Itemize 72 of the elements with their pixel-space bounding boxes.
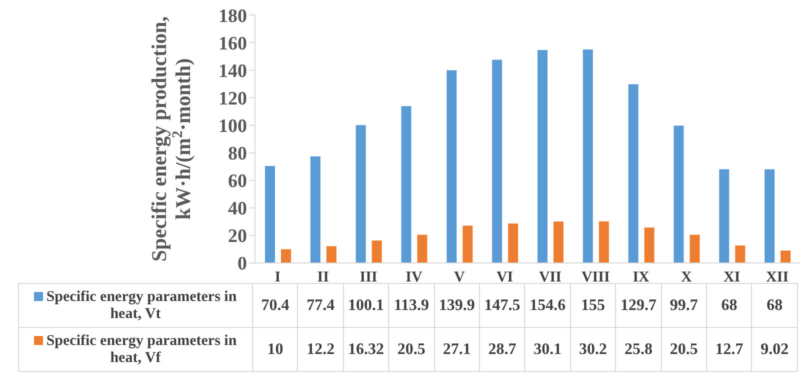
data-label: 12.2 bbox=[298, 328, 344, 372]
x-tick-label: VIII bbox=[581, 270, 610, 286]
bar bbox=[264, 166, 275, 263]
data-label: 155 bbox=[581, 296, 606, 314]
data-label: 129.7 bbox=[620, 296, 656, 314]
y-tick-label: 140 bbox=[218, 60, 247, 82]
data-label: 68 bbox=[766, 296, 783, 314]
legend-label: Specific energy parameters in heat, Vt bbox=[46, 288, 237, 322]
bar bbox=[280, 249, 291, 263]
x-tick-label: V bbox=[454, 270, 465, 286]
y-tick-label: 20 bbox=[228, 226, 247, 248]
bar bbox=[310, 156, 320, 263]
bar bbox=[719, 169, 730, 263]
data-label: 30.2 bbox=[570, 328, 616, 372]
data-label: 154.6 bbox=[530, 296, 566, 314]
legend-label: Specific energy parameters in heat, Vf bbox=[46, 332, 237, 366]
y-tick-label: 60 bbox=[228, 171, 247, 192]
y-tick-label: 120 bbox=[218, 88, 247, 110]
bar bbox=[401, 106, 412, 263]
bar bbox=[462, 226, 473, 263]
bar bbox=[326, 246, 336, 263]
data-label: 30.1 bbox=[524, 328, 570, 372]
bar bbox=[356, 125, 366, 263]
data-label: 113.9 bbox=[394, 296, 429, 314]
y-tick-label: 40 bbox=[228, 198, 247, 220]
bar bbox=[690, 234, 700, 263]
bar bbox=[598, 221, 609, 263]
x-tick-label: XII bbox=[766, 270, 789, 286]
data-label: 68 bbox=[721, 296, 738, 314]
bar bbox=[628, 84, 638, 263]
bar bbox=[446, 70, 457, 263]
x-tick-label: IV bbox=[406, 270, 422, 286]
data-label: 12.7 bbox=[706, 328, 752, 372]
bar bbox=[553, 222, 564, 263]
data-label: 100.1 bbox=[348, 296, 384, 314]
data-label: 99.7 bbox=[670, 296, 698, 314]
y-tick-label: 100 bbox=[218, 116, 247, 137]
data-label: 28.7 bbox=[480, 328, 525, 372]
bar bbox=[508, 223, 518, 263]
bar bbox=[537, 50, 548, 263]
data-label: 10 bbox=[252, 328, 298, 372]
x-tick-label: XI bbox=[724, 270, 740, 286]
data-label: 20.5 bbox=[388, 328, 434, 372]
y-tick-label: 160 bbox=[218, 33, 247, 54]
data-label: 9.02 bbox=[752, 328, 798, 372]
data-label: 77.4 bbox=[306, 296, 335, 314]
x-tick-label: III bbox=[360, 270, 378, 286]
data-label: 147.5 bbox=[484, 296, 520, 314]
y-tick-label: 0 bbox=[238, 254, 247, 275]
bar bbox=[492, 60, 502, 263]
bar bbox=[674, 126, 684, 263]
data-label: 25.8 bbox=[616, 328, 662, 372]
data-label: 16.32 bbox=[343, 328, 389, 372]
x-tick-label: VII bbox=[538, 270, 562, 286]
data-label: 70.4 bbox=[261, 296, 290, 314]
bar bbox=[417, 234, 428, 263]
x-tick-label: II bbox=[317, 270, 330, 286]
bar bbox=[764, 169, 775, 263]
y-tick-label: 80 bbox=[228, 144, 247, 165]
data-label: 27.1 bbox=[434, 328, 480, 372]
data-label: 20.5 bbox=[661, 328, 707, 372]
y-tick-label: 180 bbox=[218, 6, 247, 27]
bar bbox=[780, 250, 791, 263]
data-label: 139.9 bbox=[438, 296, 475, 314]
x-tick-label: I bbox=[274, 270, 281, 286]
bar bbox=[372, 240, 382, 263]
x-tick-label: VI bbox=[496, 270, 514, 286]
x-tick-label: X bbox=[681, 270, 692, 286]
bar bbox=[735, 246, 746, 263]
bar bbox=[644, 227, 654, 263]
bar bbox=[582, 49, 593, 263]
x-tick-label: IX bbox=[632, 270, 650, 286]
